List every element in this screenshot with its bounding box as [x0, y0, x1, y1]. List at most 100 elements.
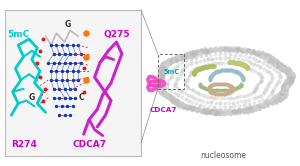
Point: [286, 77, 291, 80]
Point: [208, 90, 213, 93]
Point: [159, 65, 164, 68]
Point: [230, 87, 235, 89]
Point: [154, 80, 158, 82]
Point: [243, 65, 248, 67]
Point: [245, 66, 250, 69]
Point: [270, 75, 274, 78]
Point: [279, 64, 283, 67]
Point: [158, 71, 163, 74]
Point: [191, 73, 196, 76]
Point: [189, 108, 194, 111]
Point: [271, 58, 276, 61]
Point: [193, 70, 198, 72]
Point: [256, 100, 261, 103]
Point: [156, 85, 161, 87]
Point: [182, 103, 186, 106]
Point: [148, 75, 152, 78]
Point: [73, 61, 78, 64]
Point: [191, 72, 196, 75]
Point: [239, 83, 244, 86]
Point: [208, 77, 213, 79]
Point: [161, 64, 166, 67]
Point: [228, 88, 232, 91]
Point: [254, 85, 259, 88]
Point: [175, 101, 180, 103]
Point: [257, 73, 262, 76]
Point: [184, 78, 189, 81]
Point: [230, 88, 235, 91]
Point: [235, 49, 240, 52]
Point: [59, 105, 64, 108]
Point: [199, 52, 203, 55]
Point: [198, 84, 203, 87]
Point: [154, 85, 159, 87]
Point: [244, 65, 248, 68]
Point: [243, 64, 248, 67]
Point: [243, 64, 248, 67]
Point: [157, 80, 161, 83]
Point: [198, 93, 203, 95]
Point: [150, 80, 155, 82]
Point: [192, 71, 197, 73]
Point: [226, 92, 230, 94]
Text: G: G: [64, 20, 70, 29]
Point: [266, 60, 270, 62]
Point: [196, 68, 201, 70]
Point: [208, 111, 212, 114]
Point: [204, 65, 209, 68]
Point: [175, 56, 180, 58]
Point: [239, 83, 244, 86]
Point: [168, 97, 172, 100]
Point: [212, 96, 216, 99]
Point: [167, 59, 171, 62]
Point: [277, 66, 281, 69]
Point: [241, 63, 245, 66]
Point: [160, 80, 165, 83]
Point: [217, 82, 222, 85]
Point: [231, 49, 236, 51]
Point: [237, 62, 242, 65]
Point: [186, 55, 191, 58]
Point: [79, 52, 83, 55]
Point: [267, 81, 272, 84]
Point: [255, 84, 260, 87]
Point: [189, 95, 194, 98]
Point: [262, 57, 266, 60]
Point: [284, 88, 289, 91]
Point: [152, 80, 157, 82]
Point: [176, 94, 181, 97]
Point: [224, 83, 229, 86]
Point: [258, 66, 263, 68]
Point: [62, 52, 67, 55]
Point: [148, 80, 153, 83]
Point: [208, 111, 213, 114]
Point: [211, 111, 216, 114]
Point: [192, 107, 197, 110]
Point: [211, 65, 216, 67]
Point: [289, 76, 294, 79]
Point: [178, 57, 182, 59]
Point: [49, 44, 53, 46]
Point: [247, 98, 252, 101]
Point: [248, 107, 253, 110]
Point: [146, 84, 150, 86]
Point: [152, 77, 157, 80]
Point: [179, 70, 184, 73]
Point: [164, 85, 169, 88]
Point: [261, 55, 266, 57]
Point: [188, 74, 192, 76]
Point: [285, 68, 290, 71]
Point: [148, 83, 153, 86]
Point: [191, 107, 196, 109]
Point: [186, 77, 190, 79]
Point: [196, 66, 201, 68]
Point: [218, 97, 223, 100]
Point: [168, 61, 172, 63]
Point: [201, 100, 206, 102]
Point: [218, 53, 222, 55]
Point: [166, 62, 171, 64]
Point: [147, 82, 152, 84]
Point: [208, 49, 213, 52]
Point: [199, 55, 203, 58]
Point: [204, 110, 209, 113]
